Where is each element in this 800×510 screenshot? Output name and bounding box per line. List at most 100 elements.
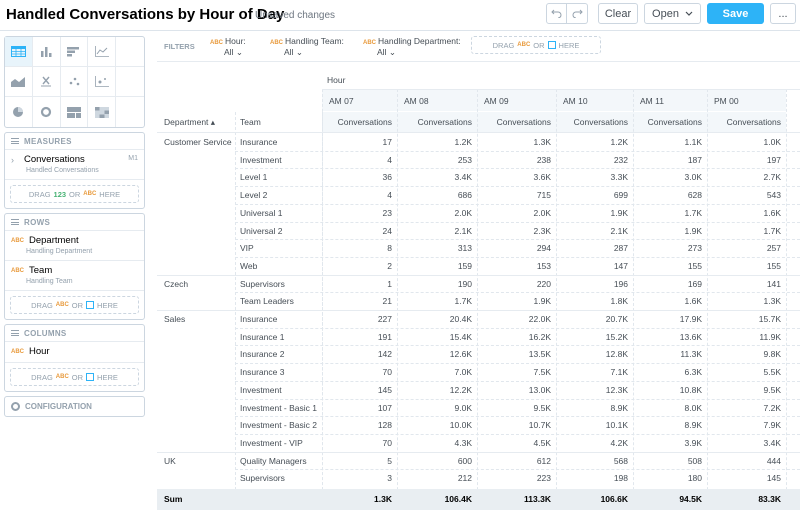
value-cell: 17 <box>382 137 392 147</box>
row-divider <box>235 433 800 435</box>
viz-treemap[interactable] <box>61 97 89 127</box>
insight-title[interactable]: Handled Conversations by Hour of Day <box>6 6 285 23</box>
viz-donut[interactable] <box>33 97 61 127</box>
scatter-icon <box>69 77 80 86</box>
value-cell: 22.0K <box>528 314 551 324</box>
measures-drop-zone[interactable]: DRAG 123 OR ABC HERE <box>10 185 139 203</box>
viz-headline[interactable] <box>32 67 61 97</box>
value-cell: 568 <box>613 455 628 466</box>
save-button[interactable]: Save <box>707 3 764 24</box>
value-cell: 212 <box>457 473 472 484</box>
viz-line[interactable] <box>88 37 117 67</box>
hour-header[interactable]: PM 00 <box>714 96 739 106</box>
clear-button[interactable]: Clear <box>598 3 638 24</box>
row-item-team[interactable]: ABC Team Handling Team <box>5 261 144 291</box>
value-cell: 4.3K <box>454 437 473 448</box>
measure-header[interactable]: Conversations <box>496 117 551 127</box>
redo-button[interactable] <box>567 3 588 24</box>
header-line <box>322 89 800 90</box>
hour-header[interactable]: AM 09 <box>484 96 509 106</box>
value-cell: 1.1K <box>684 137 703 147</box>
rows-drop-zone[interactable]: DRAG ABC OR HERE <box>10 296 139 314</box>
value-cell: 2.1K <box>454 225 473 236</box>
viz-bubble[interactable] <box>88 67 117 97</box>
value-cell: 3.4K <box>763 437 782 448</box>
more-button[interactable]: ... <box>770 3 796 24</box>
viz-pie[interactable] <box>5 97 33 127</box>
team-cell: Web <box>240 260 258 271</box>
configuration-section[interactable]: CONFIGURATION <box>4 396 145 417</box>
team-cell: Investment - VIP <box>240 437 303 448</box>
viz-heatmap[interactable] <box>88 97 117 127</box>
value-cell: 253 <box>457 154 472 165</box>
team-cell: Quality Managers <box>240 455 307 466</box>
undo-button[interactable] <box>546 3 567 24</box>
chevron-right-icon[interactable]: › <box>11 154 14 165</box>
viz-table[interactable] <box>5 37 33 67</box>
measure-header-bg <box>556 112 633 132</box>
viz-scatter[interactable] <box>60 67 89 97</box>
measure-header[interactable]: Conversations <box>417 117 472 127</box>
team-header[interactable]: Team <box>240 117 261 127</box>
column-item-hour[interactable]: ABC Hour <box>5 342 144 363</box>
open-button[interactable]: Open <box>644 3 701 24</box>
filters-label: FILTERS <box>164 42 195 51</box>
value-cell: 227 <box>377 314 392 324</box>
hour-header[interactable]: AM 11 <box>640 96 664 106</box>
row-item-department[interactable]: ABC Department Handling Department <box>5 231 144 261</box>
value-cell: 1.9K <box>610 207 629 218</box>
filter-hour[interactable]: ABC Hour: All ⌄ <box>210 36 246 57</box>
hour-header[interactable]: AM 07 <box>329 96 354 106</box>
filter-handling-team[interactable]: ABC Handling Team: All ⌄ <box>270 36 344 57</box>
value-cell: 169 <box>687 278 702 289</box>
team-cell: Supervisors <box>240 473 285 484</box>
visualization-picker <box>4 36 145 128</box>
hour-header[interactable]: AM 08 <box>404 96 429 106</box>
viz-area[interactable] <box>5 67 33 97</box>
value-cell: 2 <box>387 260 392 271</box>
columns-drop-zone[interactable]: DRAG ABC OR HERE <box>10 368 139 386</box>
measure-header[interactable]: Conversations <box>726 117 781 127</box>
column-attribute-header[interactable]: Hour <box>327 75 346 85</box>
filters-drop-zone[interactable]: DRAG ABC OR HERE <box>471 36 601 54</box>
column-divider <box>707 89 708 510</box>
department-cell: Customer Service <box>164 137 232 147</box>
value-cell: 11.9K <box>759 331 781 342</box>
row-divider <box>235 363 800 365</box>
viz-column[interactable] <box>32 37 61 67</box>
value-cell: 1.6K <box>763 207 782 218</box>
viz-placeholder-3 <box>116 97 144 127</box>
measure-item-conversations[interactable]: › Conversations Handled Conversations M1 <box>5 150 144 180</box>
measure-header[interactable]: Conversations <box>647 117 702 127</box>
value-cell: 3 <box>387 473 392 484</box>
column-divider <box>633 89 634 510</box>
department-header[interactable]: Department ▴ <box>164 117 216 127</box>
value-cell: 9.8K <box>763 349 782 360</box>
measures-header: MEASURES <box>5 133 144 150</box>
value-cell: 9.5K <box>533 402 552 413</box>
measure-header-bg <box>397 112 477 132</box>
value-cell: 145 <box>766 473 781 484</box>
value-cell: 12.8K <box>605 349 628 360</box>
value-cell: 191 <box>377 331 392 342</box>
column-divider <box>556 89 557 510</box>
hour-header[interactable]: AM 10 <box>563 96 588 106</box>
department-cell: Sales <box>164 314 186 324</box>
row-divider <box>235 221 800 223</box>
measure-header[interactable]: Conversations <box>573 117 628 127</box>
group-divider <box>157 310 800 311</box>
calendar-icon <box>86 301 95 309</box>
measure-header[interactable]: Conversations <box>337 117 392 127</box>
value-cell: 13.6K <box>679 331 702 342</box>
hour-header-bg <box>322 89 397 111</box>
value-cell: 155 <box>766 260 781 271</box>
value-cell: 15.4K <box>449 331 472 342</box>
value-cell: 145 <box>377 384 392 395</box>
team-cell: Universal 2 <box>240 225 283 236</box>
sum-cell: 113.3K <box>524 494 551 504</box>
viz-bar[interactable] <box>60 37 89 67</box>
value-cell: 159 <box>457 260 472 271</box>
value-cell: 7.0K <box>454 367 473 378</box>
column-divider <box>477 89 478 510</box>
filter-handling-department[interactable]: ABC Handling Department: All ⌄ <box>363 36 461 57</box>
